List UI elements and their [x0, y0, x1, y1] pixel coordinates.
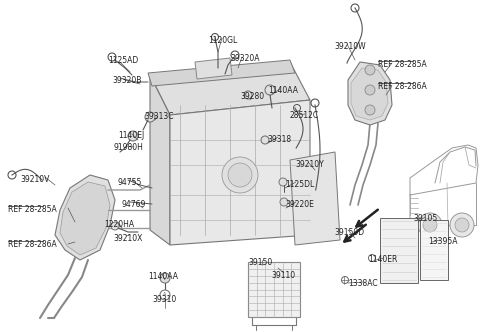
Circle shape	[222, 157, 258, 193]
Circle shape	[365, 105, 375, 115]
Text: 39320A: 39320A	[230, 54, 260, 63]
Polygon shape	[348, 62, 392, 125]
Text: 1140EJ: 1140EJ	[118, 131, 144, 140]
Text: 39210W: 39210W	[334, 42, 366, 51]
Circle shape	[365, 65, 375, 75]
Text: REF 28-285A: REF 28-285A	[8, 205, 57, 214]
Polygon shape	[351, 68, 388, 120]
Text: 39280: 39280	[240, 92, 264, 101]
Text: A: A	[163, 292, 167, 297]
Circle shape	[280, 198, 288, 206]
Text: 39318: 39318	[267, 135, 291, 144]
Polygon shape	[170, 100, 310, 245]
Polygon shape	[150, 75, 170, 245]
Text: 39210Y: 39210Y	[295, 160, 324, 169]
Circle shape	[128, 131, 138, 141]
Circle shape	[265, 85, 275, 95]
Text: 94769: 94769	[121, 200, 145, 209]
Text: 13395A: 13395A	[428, 237, 457, 246]
Text: 39210V: 39210V	[20, 175, 49, 184]
Text: 28512C: 28512C	[290, 111, 319, 120]
Circle shape	[279, 178, 287, 186]
Text: 1140ER: 1140ER	[368, 255, 397, 264]
Polygon shape	[290, 152, 340, 245]
Circle shape	[450, 213, 474, 237]
Circle shape	[365, 85, 375, 95]
Polygon shape	[55, 175, 115, 260]
Text: 1120GL: 1120GL	[208, 36, 237, 45]
Polygon shape	[60, 182, 110, 255]
Text: 39105: 39105	[413, 214, 437, 223]
Circle shape	[160, 273, 170, 283]
Circle shape	[228, 163, 252, 187]
FancyBboxPatch shape	[380, 218, 418, 283]
Polygon shape	[150, 62, 310, 115]
Polygon shape	[148, 60, 295, 86]
Text: 39320B: 39320B	[112, 76, 142, 85]
Text: 39150D: 39150D	[334, 228, 364, 237]
Text: 1125DL: 1125DL	[285, 180, 314, 189]
Text: 39110: 39110	[271, 271, 295, 280]
Text: REF 28-285A: REF 28-285A	[378, 60, 427, 69]
Circle shape	[261, 136, 269, 144]
Text: REF 28-286A: REF 28-286A	[8, 240, 57, 249]
Circle shape	[145, 112, 155, 122]
Circle shape	[455, 218, 469, 232]
Circle shape	[160, 290, 170, 300]
FancyBboxPatch shape	[248, 262, 300, 317]
Polygon shape	[195, 58, 232, 79]
Circle shape	[244, 91, 252, 99]
Text: 39310: 39310	[152, 295, 176, 304]
Text: 39220E: 39220E	[285, 200, 314, 209]
Text: 1220HA: 1220HA	[104, 220, 134, 229]
Text: 1140AA: 1140AA	[268, 86, 298, 95]
Circle shape	[111, 222, 119, 230]
Text: 94755: 94755	[118, 178, 143, 187]
Text: 91980H: 91980H	[113, 143, 143, 152]
Text: 39313C: 39313C	[144, 112, 173, 121]
Text: 1338AC: 1338AC	[348, 279, 378, 288]
FancyBboxPatch shape	[420, 220, 448, 280]
Text: 1125AD: 1125AD	[108, 56, 138, 65]
Text: 39210X: 39210X	[113, 234, 143, 243]
Text: 39150: 39150	[248, 258, 272, 267]
Text: REF 28-286A: REF 28-286A	[378, 82, 427, 91]
Circle shape	[418, 213, 442, 237]
Circle shape	[423, 218, 437, 232]
Text: 1140AA: 1140AA	[148, 272, 178, 281]
